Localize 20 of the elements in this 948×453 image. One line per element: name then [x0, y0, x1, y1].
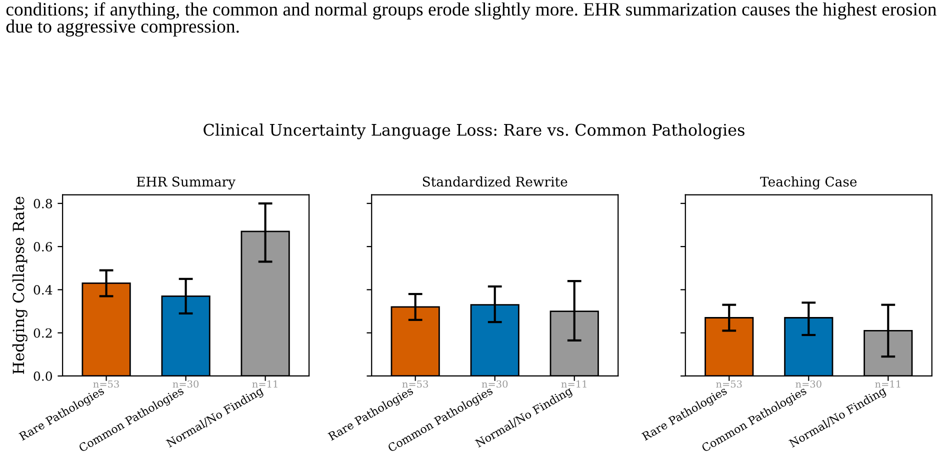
y-tick-label: 0.0 [34, 371, 52, 381]
y-tick-label: 0.6 [34, 242, 52, 252]
y-tick-label: 0.4 [34, 285, 52, 295]
y-tick-label: 0.2 [34, 328, 52, 338]
annotation: n=11 [252, 380, 278, 388]
annotation: n=53 [402, 380, 428, 388]
y-axis-title: Hedging Collapse Rate [12, 196, 28, 374]
annotation: n=53 [93, 380, 119, 388]
annotation: n=30 [482, 380, 508, 388]
annotation: n=53 [716, 380, 742, 388]
y-tick-label: 0.8 [34, 198, 52, 208]
annotation: n=30 [172, 380, 199, 388]
chart-title: Teaching Case [760, 176, 857, 190]
annotation: n=11 [561, 380, 586, 388]
chart-title: Standardized Rewrite [422, 176, 568, 187]
annotation: n=30 [796, 380, 822, 388]
text: conditions; if anything, the common and normal groups erode slightly more. EHR summarization causes the highest erosion due to aggressive compression. [6, 2, 936, 37]
annotation: n=11 [875, 380, 900, 388]
text: Clinical Uncertainty Language Loss: Rare vs. Common Pathologies [204, 124, 744, 140]
chart-title: EHR Summary [136, 176, 236, 190]
